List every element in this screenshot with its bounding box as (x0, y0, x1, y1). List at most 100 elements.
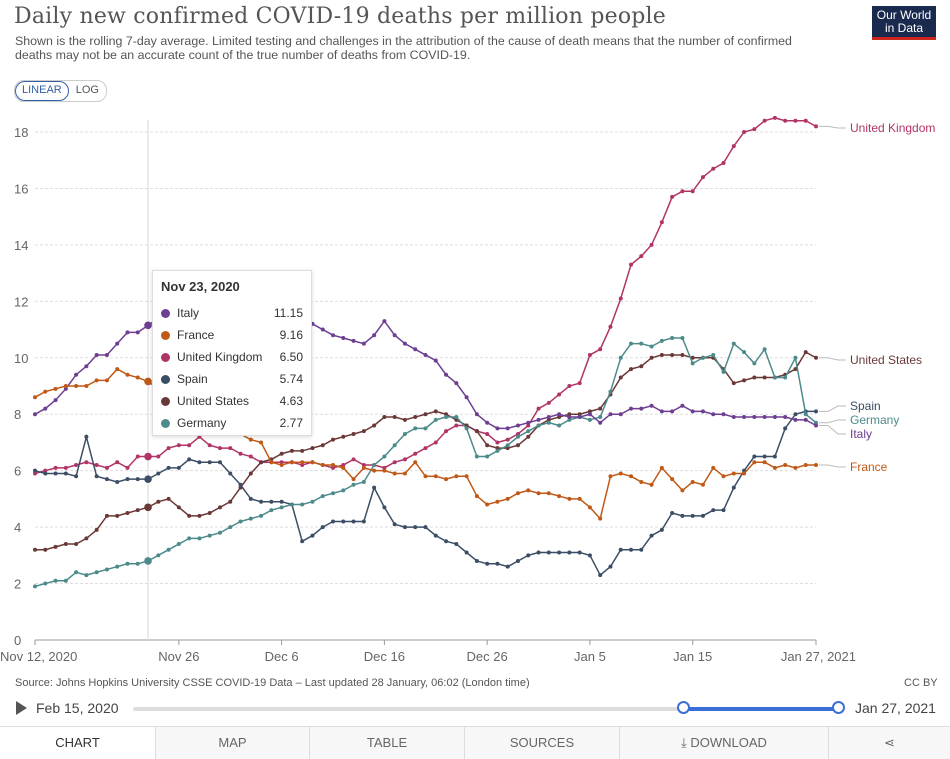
data-point (341, 519, 346, 524)
data-point (742, 350, 747, 355)
data-point (762, 415, 767, 420)
data-point (74, 570, 79, 575)
data-point (752, 460, 757, 465)
data-point (793, 465, 798, 470)
data-point (115, 479, 120, 484)
data-point (300, 460, 305, 465)
data-point (670, 477, 675, 482)
tab-share[interactable]: ⋖ (828, 727, 950, 759)
data-point (269, 508, 274, 513)
data-point (670, 511, 675, 515)
tab-download[interactable]: ⤓ DOWNLOAD (619, 727, 828, 759)
data-point (546, 491, 551, 496)
log-scale-button[interactable]: LOG (75, 84, 99, 96)
logo-line2: in Data (884, 21, 924, 35)
tooltip-row: France 9.16 (161, 324, 303, 346)
data-point (392, 460, 397, 465)
data-point (515, 558, 520, 563)
tooltip-row: Germany 2.77 (161, 412, 303, 434)
data-point (63, 578, 68, 583)
data-point (485, 431, 490, 436)
data-point (423, 412, 428, 417)
tooltip-series-value: 6.50 (279, 350, 303, 364)
download-label: DOWNLOAD (690, 735, 767, 750)
tab-table[interactable]: TABLE (309, 727, 464, 759)
data-point (814, 355, 818, 360)
data-point (577, 415, 582, 420)
data-point (495, 448, 500, 453)
data-point (341, 336, 346, 341)
legend-dot-icon (161, 396, 170, 406)
data-point (505, 496, 510, 501)
data-point (659, 409, 664, 414)
line-chart[interactable]: 0 2 4 6 8 10 12 14 16 18 Nov 12, 2020 Nov 26 Dec 6 De… (0, 0, 950, 670)
data-point (762, 460, 767, 465)
label-leader-line (819, 357, 846, 361)
source-note: Source: Johns Hopkins University CSSE CO… (15, 677, 530, 689)
data-point (197, 536, 202, 541)
data-point (94, 378, 99, 383)
data-point (289, 448, 294, 453)
tab-map[interactable]: MAP (155, 727, 309, 759)
data-point (104, 352, 109, 357)
data-point (670, 194, 675, 199)
data-point (413, 347, 418, 352)
data-point (74, 384, 79, 388)
license-link[interactable]: CC BY (904, 677, 938, 689)
data-point (433, 533, 438, 538)
data-point (485, 502, 490, 507)
data-point (629, 474, 634, 479)
y-tick-label: 18 (14, 125, 28, 140)
data-point (207, 511, 212, 515)
x-tick-label: Nov 12, 2020 (0, 649, 77, 664)
tooltip-series-name: Spain (177, 372, 208, 386)
data-point (680, 403, 685, 408)
data-point (372, 463, 377, 468)
timeline-end-handle[interactable] (832, 701, 845, 714)
data-point (382, 415, 387, 420)
timeline-track[interactable] (133, 707, 838, 711)
data-point (279, 499, 284, 504)
data-point (187, 536, 192, 541)
tooltip-row: Spain 5.74 (161, 368, 303, 390)
y-tick-label: 14 (14, 238, 28, 253)
data-point (762, 375, 767, 380)
play-icon[interactable] (16, 701, 27, 715)
series-end-label: Germany (850, 413, 899, 427)
data-point (84, 364, 89, 369)
data-point (351, 338, 356, 343)
data-point (217, 446, 222, 451)
data-point (74, 542, 79, 547)
data-point (618, 355, 623, 360)
linear-scale-button[interactable]: LINEAR (15, 81, 69, 101)
data-point (536, 550, 541, 555)
data-point (536, 406, 541, 411)
data-point (63, 465, 68, 470)
y-tick-label: 16 (14, 181, 28, 196)
timeline[interactable]: Feb 15, 2020 Jan 27, 2021 (0, 696, 950, 722)
data-point (793, 118, 798, 123)
data-point (269, 499, 274, 504)
data-point (526, 488, 531, 493)
data-point (721, 161, 726, 166)
data-point (444, 539, 449, 544)
data-point (279, 505, 284, 510)
data-point (402, 525, 407, 530)
data-point (361, 341, 366, 346)
tab-chart[interactable]: CHART (0, 727, 155, 759)
data-point (505, 437, 510, 442)
data-point (608, 474, 613, 479)
owid-logo[interactable]: Our World in Data (872, 6, 936, 40)
data-point (639, 547, 644, 552)
data-point (803, 412, 808, 417)
data-point (444, 415, 449, 420)
data-point (125, 330, 130, 335)
data-point (331, 491, 336, 496)
data-point (783, 426, 788, 431)
series-end-label: United States (850, 353, 922, 367)
scale-toggle[interactable]: LINEAR LOG (14, 80, 107, 102)
data-point (629, 262, 634, 267)
data-point (495, 440, 500, 445)
timeline-start-handle[interactable] (676, 701, 690, 714)
tab-sources[interactable]: SOURCES (464, 727, 619, 759)
